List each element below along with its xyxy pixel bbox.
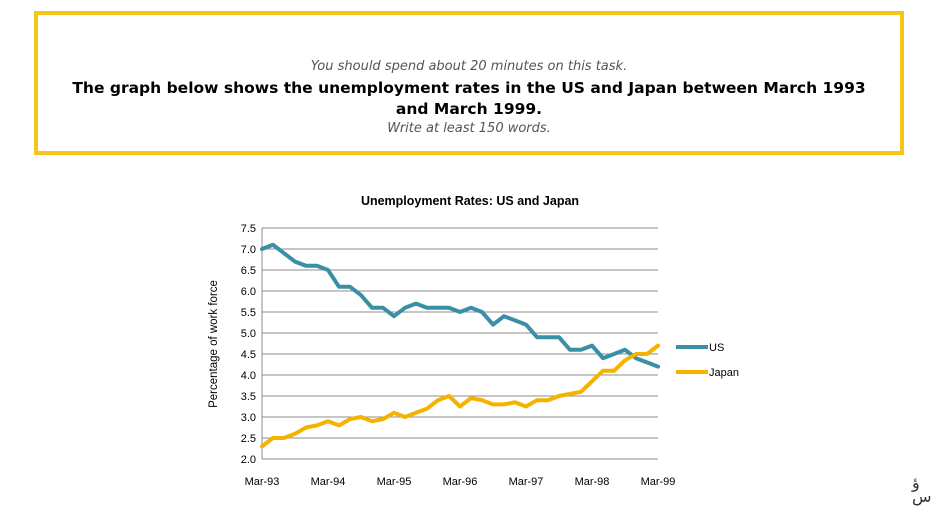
y-tick-label: 5.5 [241, 307, 256, 319]
y-tick-label: 4.5 [241, 349, 256, 361]
y-axis-label: Percentage of work force [208, 280, 220, 408]
x-tick-label: Mar-99 [641, 476, 676, 488]
task-prompt: The graph below shows the unemployment r… [72, 79, 866, 118]
task-word-count: Write at least 150 words. [387, 121, 551, 136]
series-line-us [260, 242, 660, 369]
x-tick-label: Mar-96 [443, 476, 478, 488]
y-tick-label: 2.5 [241, 433, 256, 445]
x-tick-label: Mar-93 [245, 476, 280, 488]
y-tick-label: 3.0 [241, 412, 256, 424]
y-tick-label: 7.0 [241, 244, 256, 256]
x-tick-label: Mar-98 [575, 476, 610, 488]
y-tick-label: 6.0 [241, 286, 256, 298]
y-tick-label: 5.0 [241, 328, 256, 340]
y-tick-label: 6.5 [241, 265, 256, 277]
series-line-japan [260, 343, 660, 449]
y-tick-label: 4.0 [241, 370, 256, 382]
x-tick-label: Mar-97 [509, 476, 544, 488]
x-tick-label: Mar-94 [311, 476, 346, 488]
y-tick-label: 7.5 [241, 223, 256, 235]
y-tick-label: 3.5 [241, 391, 256, 403]
chart-title: Unemployment Rates: US and Japan [361, 194, 579, 208]
legend-label-japan: Japan [709, 367, 739, 379]
x-tick-label: Mar-95 [377, 476, 412, 488]
task-time-hint: You should spend about 20 minutes on thi… [310, 59, 628, 74]
legend-label-us: US [709, 342, 724, 354]
task-instructions-box: You should spend about 20 minutes on thi… [34, 11, 904, 155]
y-tick-label: 2.0 [241, 454, 256, 466]
